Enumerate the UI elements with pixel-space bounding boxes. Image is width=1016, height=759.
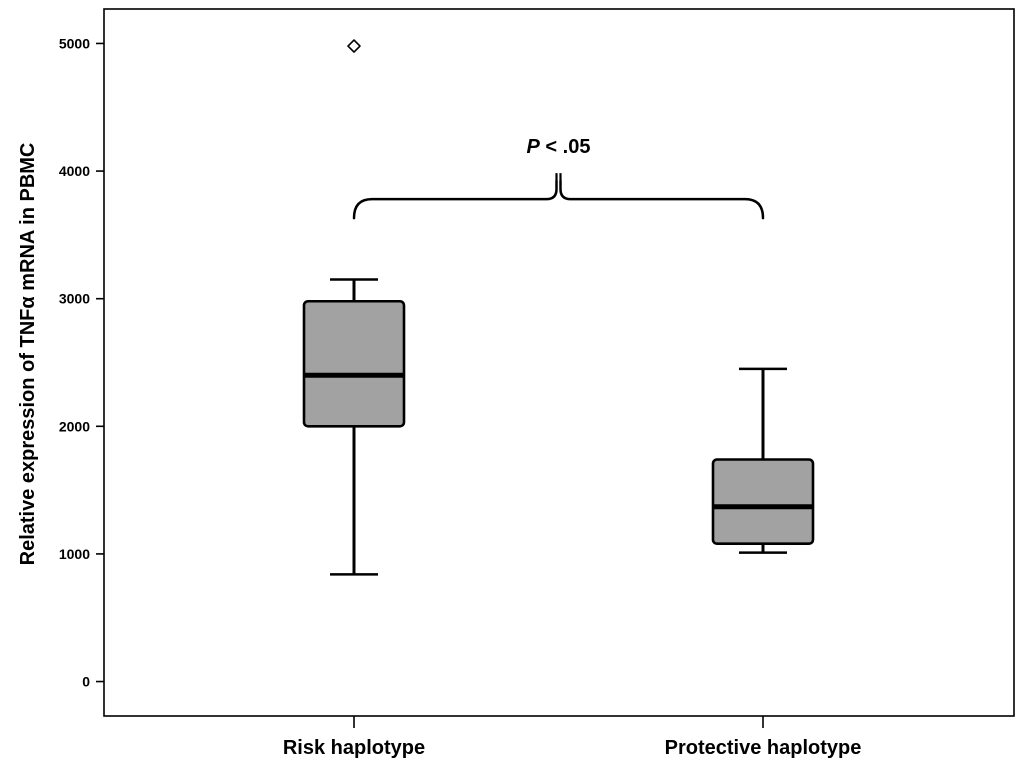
x-axis: Risk haplotype Protective haplotype	[283, 716, 861, 759]
significance-annotation: P < .05	[352, 136, 765, 220]
x-tick-label: Protective haplotype	[665, 737, 862, 759]
outlier-point	[347, 39, 361, 53]
y-tick-label: 1000	[59, 546, 90, 562]
significance-bracket	[352, 179, 765, 220]
y-tick-label: 4000	[59, 163, 90, 179]
x-tick-label: Risk haplotype	[283, 737, 425, 759]
p-value-threshold: < .05	[540, 136, 591, 158]
box-group	[302, 39, 406, 576]
box-group	[711, 367, 815, 554]
p-value-italic: P	[527, 136, 541, 158]
y-axis-label: Relative expression of TNFα mRNA in PBMC	[17, 143, 39, 566]
p-value-label: P < .05	[527, 136, 591, 158]
y-tick-label: 2000	[59, 418, 90, 434]
y-tick-label: 5000	[59, 35, 90, 51]
box-iqr	[302, 299, 406, 428]
y-tick-label: 0	[82, 674, 90, 690]
y-tick-label: 3000	[59, 291, 90, 307]
plot-frame	[103, 8, 1015, 717]
y-axis: 0 1000 2000 3000 4000 5000	[59, 35, 104, 690]
box-series	[302, 39, 815, 576]
box-iqr	[711, 458, 815, 546]
